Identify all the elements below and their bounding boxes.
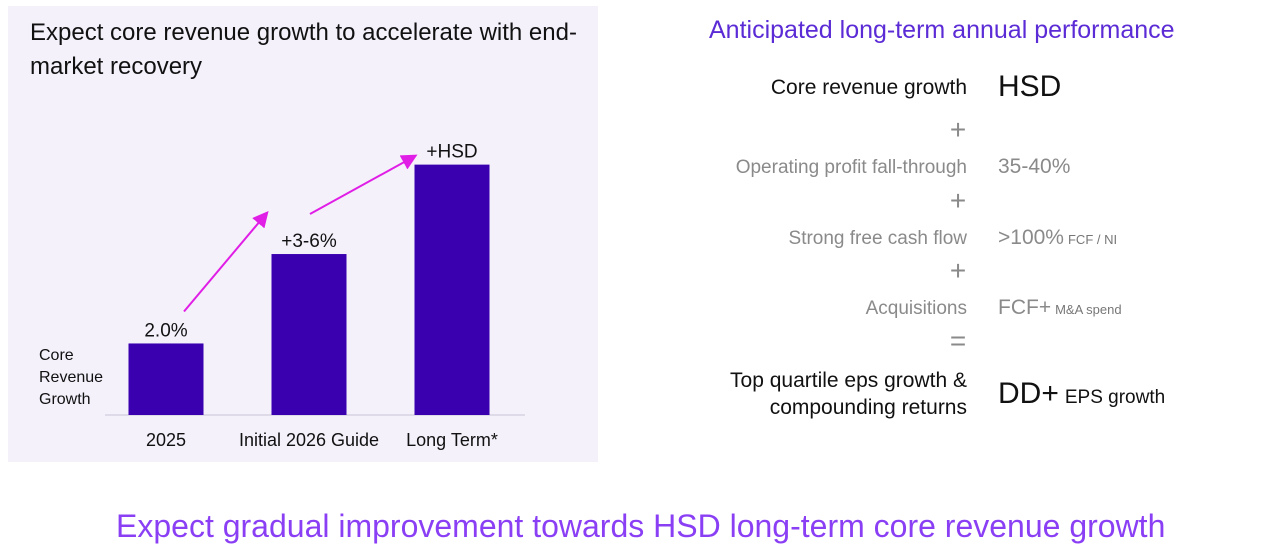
performance-title: Anticipated long-term annual performance — [709, 16, 1175, 44]
data-label-2: +HSD — [426, 142, 477, 163]
row-note-free-cash-flow: FCF / NI — [1067, 232, 1118, 247]
row-value-acquisitions-text: FCF+ — [998, 296, 1052, 319]
growth-arrow-0 — [183, 210, 269, 313]
revenue-growth-chart: 2.0% 2025 +3-6% Initial 2026 Guide +HSD Long … — [39, 142, 525, 450]
data-label-1: +3-6% — [281, 231, 337, 252]
row-note-eps-growth: EPS growth — [1064, 387, 1166, 408]
operator-equals: = — [949, 325, 967, 356]
y-axis-label: Core Revenue Growth — [39, 347, 103, 408]
x-tick-label-1: Initial 2026 Guide — [239, 430, 379, 450]
row-note-acquisitions: M&A spend — [1055, 302, 1122, 317]
row-label-core-revenue: Core revenue growth — [770, 76, 967, 99]
row-value-operating-profit-text: 35-40% — [998, 155, 1071, 178]
data-label-0: 2.0% — [144, 320, 187, 341]
footer-headline: Expect gradual improvement towards HSD l… — [116, 508, 1166, 544]
row-value-core-revenue-text: HSD — [998, 70, 1062, 103]
row-value-core-revenue: HSD — [998, 70, 1061, 104]
bar-2 — [414, 164, 490, 415]
row-value-eps-growth-text: DD+ — [998, 377, 1059, 410]
row-value-acquisitions: FCF+ M&A spend — [998, 296, 1122, 320]
row-label-operating-profit: Operating profit fall-through — [735, 157, 967, 178]
chart-panel: Expect core revenue growth to accelerate… — [8, 6, 598, 462]
row-value-eps-growth: DD+ EPS growth — [998, 377, 1165, 411]
chart-panel-title: Expect core revenue growth to accelerate… — [30, 19, 577, 80]
x-tick-label-0: 2025 — [146, 430, 186, 450]
row-label-free-cash-flow: Strong free cash flow — [788, 228, 967, 249]
row-label-eps-growth-line1: Top quartile eps growth & — [730, 369, 967, 392]
operator-plus-1: + — [949, 114, 967, 145]
row-value-operating-profit: 35-40% — [998, 155, 1070, 179]
operator-plus-2: + — [949, 185, 967, 216]
row-label-acquisitions: Acquisitions — [865, 298, 967, 319]
bar-0 — [128, 343, 204, 415]
bar-1 — [271, 254, 347, 415]
row-label-eps-growth-line2: compounding returns — [769, 396, 967, 419]
row-value-free-cash-flow: >100% FCF / NI — [998, 226, 1117, 250]
row-value-free-cash-flow-text: >100% — [998, 226, 1064, 249]
operator-plus-3: + — [949, 255, 967, 286]
growth-arrow-1 — [309, 154, 418, 215]
row-label-eps-growth: Top quartile eps growth & compounding re… — [730, 367, 967, 421]
x-tick-label-2: Long Term* — [406, 430, 498, 450]
